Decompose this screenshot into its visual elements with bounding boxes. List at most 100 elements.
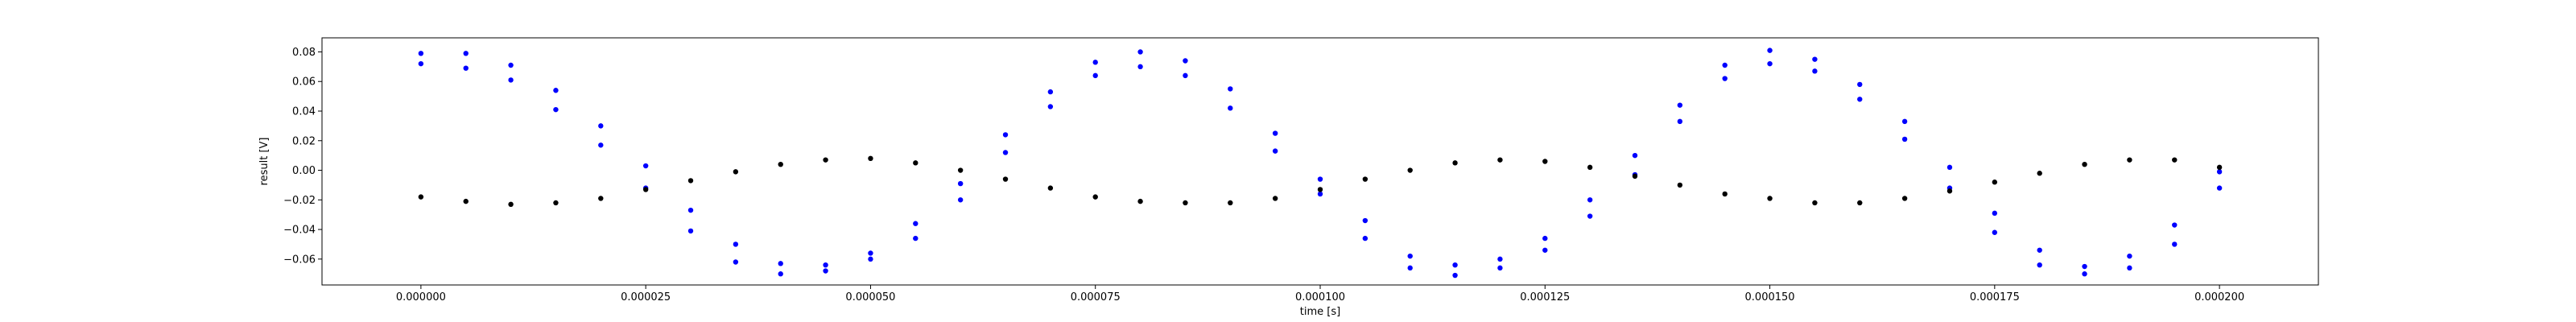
- data-point: [1092, 60, 1098, 65]
- data-point: [1047, 89, 1054, 95]
- data-point: [418, 60, 424, 67]
- data-point: [1946, 188, 1953, 194]
- data-point: [2082, 271, 2087, 277]
- x-tick-label: 0.000175: [1970, 291, 2020, 303]
- data-point: [2037, 262, 2042, 268]
- data-point: [1542, 235, 1548, 242]
- data-point: [2172, 222, 2178, 228]
- x-axis-label: time [s]: [1300, 306, 1340, 318]
- y-tick-label: −0.06: [283, 254, 316, 266]
- data-point: [687, 207, 694, 213]
- y-tick-label: −0.02: [283, 195, 316, 207]
- data-point: [1992, 229, 1998, 235]
- data-point: [1946, 164, 1953, 171]
- y-tick-label: 0.08: [292, 47, 316, 59]
- series-0: [418, 47, 2223, 279]
- data-point: [733, 169, 739, 175]
- x-tick-label: 0.000100: [1295, 291, 1345, 303]
- data-point: [1901, 136, 1908, 142]
- data-point: [1992, 210, 1998, 217]
- data-point: [823, 262, 828, 268]
- data-point: [598, 196, 604, 201]
- x-tick-label: 0.000125: [1520, 291, 1570, 303]
- data-point: [913, 235, 919, 242]
- data-point: [598, 142, 604, 148]
- data-point: [1317, 176, 1323, 182]
- data-point: [1767, 196, 1773, 201]
- data-point: [553, 88, 559, 93]
- data-point: [913, 160, 919, 166]
- data-point: [2127, 253, 2132, 259]
- data-point: [2172, 242, 2178, 247]
- data-point: [1362, 217, 1368, 224]
- plot-area: [418, 47, 2223, 279]
- y-tick-label: 0.02: [292, 135, 316, 147]
- data-point: [1272, 196, 1278, 201]
- data-point: [508, 77, 514, 83]
- y-tick-label: 0.04: [292, 105, 316, 118]
- data-point: [913, 221, 919, 226]
- data-point: [1228, 200, 1233, 206]
- data-point: [1183, 200, 1188, 206]
- data-point: [508, 62, 514, 68]
- data-point: [1677, 102, 1683, 108]
- data-point: [1587, 164, 1593, 171]
- data-point: [1677, 182, 1683, 188]
- y-tick-label: −0.04: [283, 225, 316, 237]
- data-point: [2127, 265, 2132, 271]
- data-point: [1002, 150, 1009, 155]
- data-point: [2172, 157, 2178, 163]
- data-point: [1452, 272, 1458, 279]
- data-point: [687, 178, 694, 184]
- data-point: [1092, 194, 1098, 200]
- data-point: [508, 201, 514, 208]
- data-point: [1137, 64, 1143, 70]
- x-tick-label: 0.000000: [396, 291, 446, 303]
- data-point: [1812, 200, 1818, 206]
- data-point: [1183, 72, 1188, 79]
- data-point: [463, 65, 469, 71]
- y-tick-label: 0.00: [292, 165, 316, 177]
- data-point: [598, 123, 604, 129]
- data-point: [1228, 86, 1233, 92]
- data-point: [868, 256, 873, 262]
- data-point: [1767, 47, 1773, 53]
- data-point: [1497, 157, 1503, 163]
- data-point: [1183, 58, 1188, 64]
- data-point: [733, 242, 739, 247]
- data-point: [2037, 171, 2042, 176]
- data-point: [1632, 173, 1638, 180]
- data-point: [823, 157, 828, 163]
- data-point: [957, 197, 964, 203]
- data-point: [1632, 152, 1638, 159]
- data-point: [1047, 185, 1054, 191]
- data-point: [1497, 265, 1503, 271]
- x-tick-label: 0.000025: [621, 291, 671, 303]
- data-point: [2216, 185, 2223, 191]
- data-point: [957, 180, 964, 187]
- data-point: [1272, 148, 1278, 154]
- x-tick-label: 0.000050: [845, 291, 895, 303]
- data-point: [687, 228, 694, 234]
- data-point: [1317, 191, 1323, 197]
- data-point: [1137, 49, 1143, 55]
- data-point: [1137, 198, 1143, 204]
- data-point: [1587, 213, 1593, 219]
- data-point: [1002, 132, 1009, 138]
- data-point: [418, 194, 424, 200]
- data-point: [642, 187, 649, 192]
- data-point: [553, 106, 559, 113]
- data-point: [778, 261, 783, 266]
- data-point: [1452, 262, 1458, 268]
- data-point: [1722, 62, 1728, 68]
- data-point: [1228, 105, 1233, 111]
- data-point: [1857, 200, 1863, 206]
- data-point: [778, 271, 783, 277]
- y-axis-label: result [V]: [258, 138, 270, 186]
- x-tick-label: 0.000200: [2194, 291, 2244, 303]
- data-point: [1092, 72, 1098, 79]
- x-axis: 0.000000 0.000025 0.000050 0.000075 0.000100…: [396, 285, 2244, 303]
- data-point: [1901, 118, 1908, 125]
- data-point: [823, 268, 828, 274]
